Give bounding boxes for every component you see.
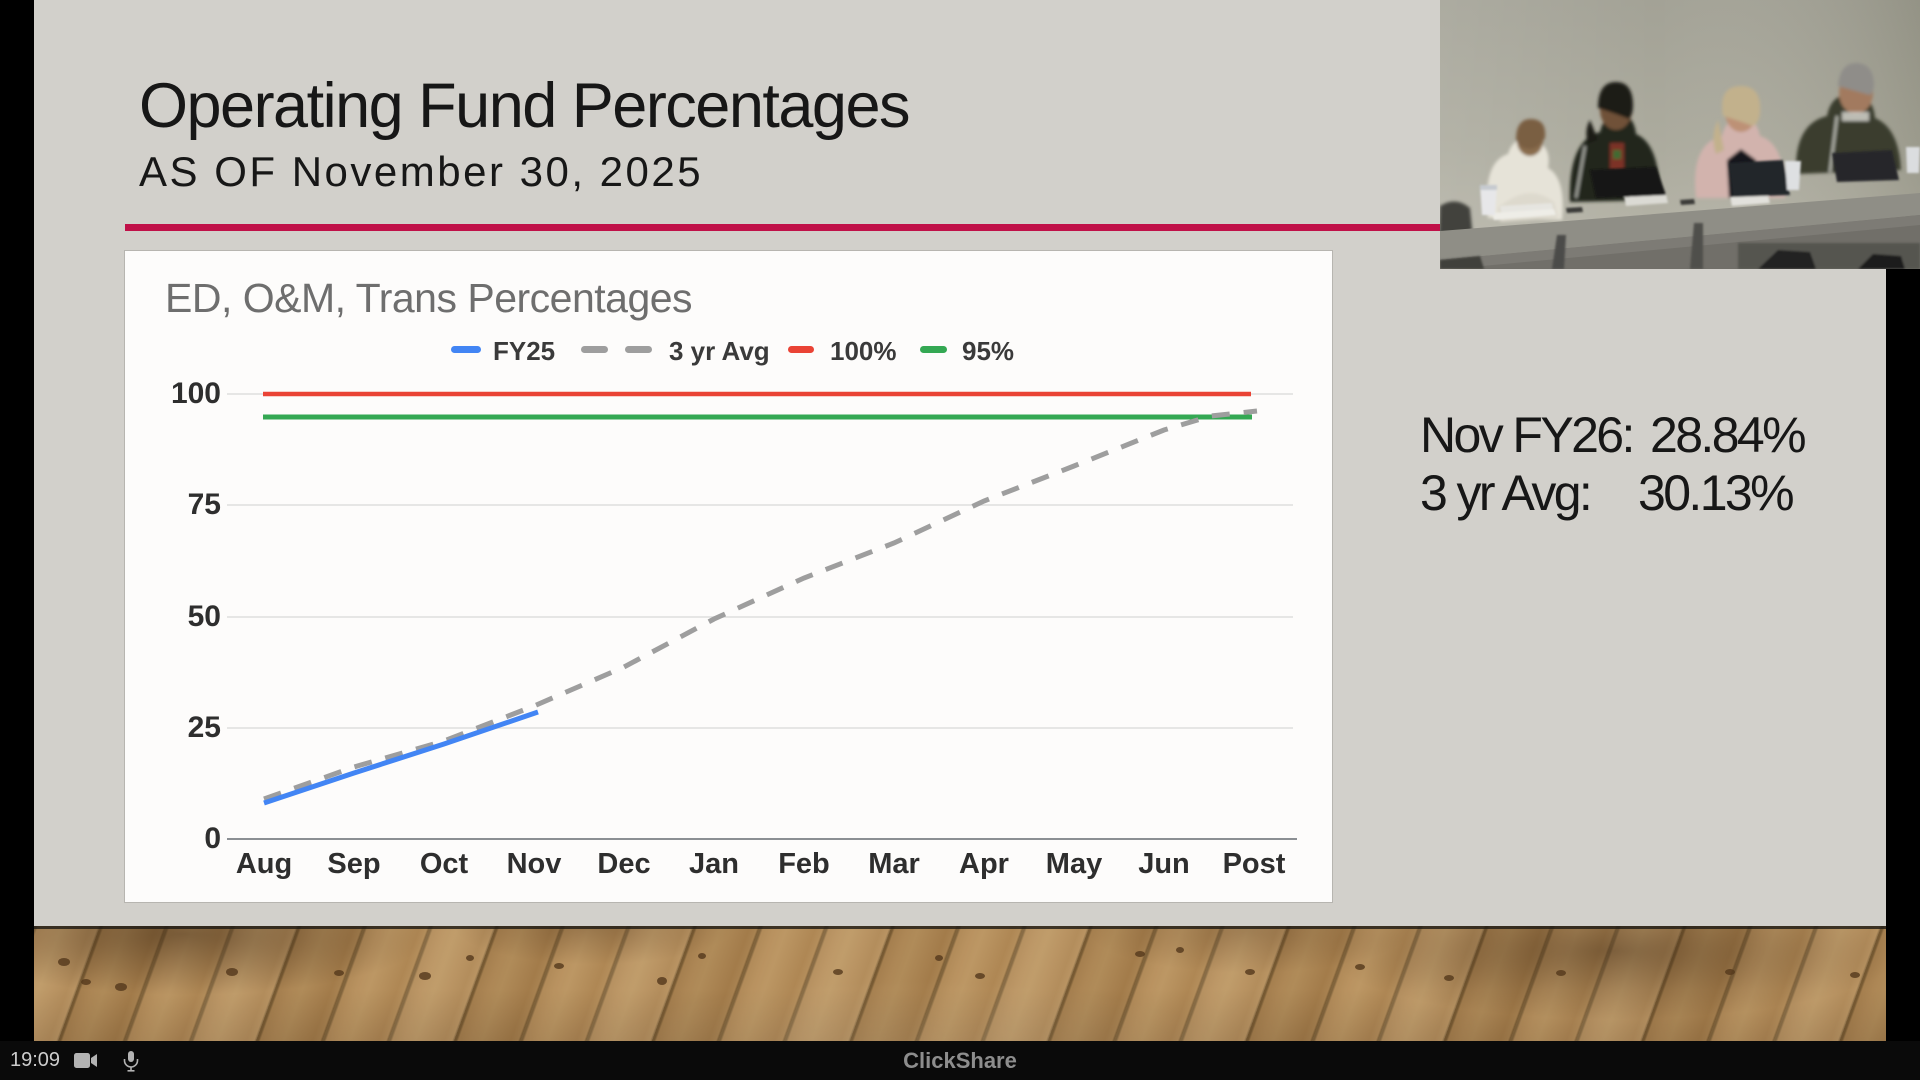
svg-text:FY25: FY25 [493,336,555,366]
svg-text:Oct: Oct [420,848,469,880]
svg-text:95%: 95% [962,336,1014,366]
svg-text:100: 100 [171,377,221,410]
svg-text:May: May [1046,848,1102,880]
svg-text:ED, O&M, Trans Percentages: ED, O&M, Trans Percentages [165,275,692,321]
svg-text:Sep: Sep [327,848,380,880]
svg-text:50: 50 [188,600,221,633]
svg-text:Dec: Dec [597,848,650,880]
svg-text:Apr: Apr [959,848,1009,880]
svg-text:Jun: Jun [1138,848,1190,880]
svg-text:Feb: Feb [778,848,830,880]
svg-text:Nov: Nov [507,848,562,880]
svg-text:25: 25 [188,711,221,744]
svg-text:0: 0 [204,822,221,855]
svg-text:Jan: Jan [689,848,739,880]
svg-text:Aug: Aug [236,848,292,880]
svg-text:100%: 100% [830,336,897,366]
svg-text:Post: Post [1223,848,1286,880]
svg-text:3 yr Avg: 3 yr Avg [669,336,770,366]
svg-text:Mar: Mar [868,848,920,880]
svg-text:75: 75 [188,488,221,521]
